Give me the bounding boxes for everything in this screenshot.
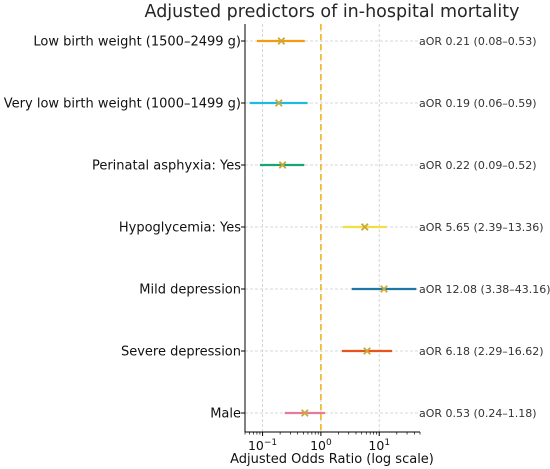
row-label: Severe depression [121,345,241,360]
row-annotation: aOR 6.18 (2.29–16.62) [419,345,544,358]
row-label: Male [210,407,241,422]
point-mark-b [380,285,388,293]
point-estimate [278,161,287,169]
row-series: Low birth weight (1500–2499 g) aOR 0.21 (… [4,35,550,422]
point-estimate [300,409,309,417]
row-label: Very low birth weight (1000–1499 g) [4,97,241,112]
row-label: Low birth weight (1500–2499 g) [33,35,241,50]
row-5: Severe depression aOR 6.18 (2.29–16.62) [121,345,544,360]
point-mark-b [277,37,286,45]
row-3: Hypoglycemia: Yes aOR 5.65 (2.39–13.36) [119,221,544,236]
point-estimate [274,99,283,107]
point-estimate [360,223,369,231]
row-annotation: aOR 0.19 (0.06–0.59) [419,97,537,110]
row-2: Perinatal asphyxia: Yes aOR 0.22 (0.09–0.… [92,159,537,174]
point-estimate [363,347,371,355]
grid-lines [245,24,420,432]
row-annotation: aOR 12.08 (3.38–43.16) [419,283,550,296]
row-label: Hypoglycemia: Yes [119,221,241,236]
row-0: Low birth weight (1500–2499 g) aOR 0.21 (… [33,35,536,50]
chart-title: Adjusted predictors of in-hospital morta… [145,2,520,22]
x-tick-label-2: 101 [368,438,390,453]
row-4: Mild depression aOR 12.08 (3.38–43.16) [139,283,550,298]
row-annotation: aOR 0.22 (0.09–0.52) [419,159,537,172]
x-tick-label-1: 100 [310,438,332,453]
row-annotation: aOR 0.21 (0.08–0.53) [419,35,537,48]
x-tick-label-0: 10−1 [248,438,277,453]
row-6: Male aOR 0.53 (0.24–1.18) [210,407,536,422]
row-annotation: aOR 5.65 (2.39–13.36) [419,221,544,234]
point-estimate [277,37,286,45]
point-mark-b [274,99,283,107]
point-mark-b [363,347,371,355]
x-axis-label: Adjusted Odds Ratio (log scale) [230,452,434,467]
row-label: Perinatal asphyxia: Yes [92,159,241,174]
point-mark-b [300,409,309,417]
row-label: Mild depression [139,283,241,298]
point-mark-b [278,161,287,169]
point-estimate [380,285,388,293]
row-1: Very low birth weight (1000–1499 g) aOR 0… [4,97,537,112]
axes: 10−1 100 101 [241,24,421,453]
row-annotation: aOR 0.53 (0.24–1.18) [419,407,537,420]
point-mark-b [360,223,369,231]
